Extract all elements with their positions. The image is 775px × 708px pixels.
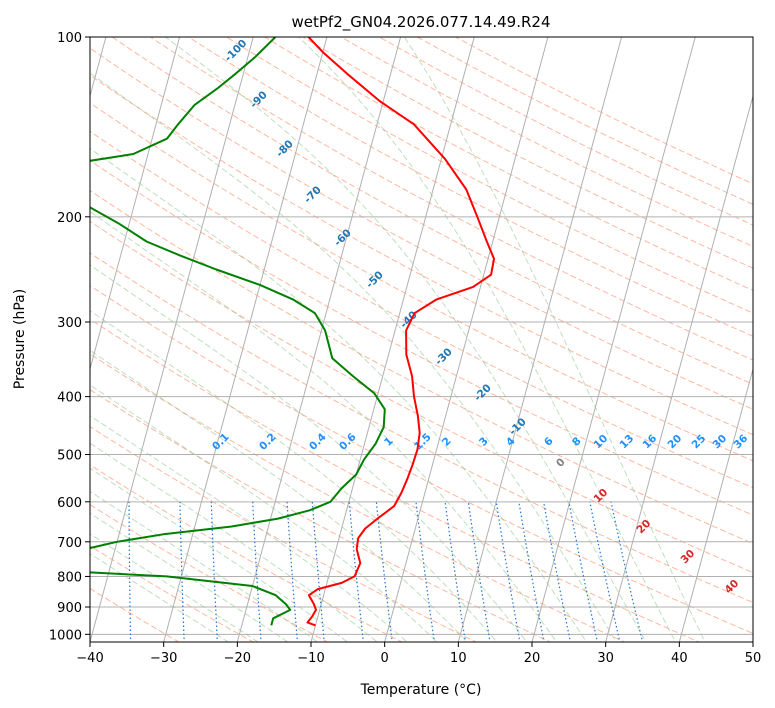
- dry-adiabat: [90, 318, 701, 642]
- mixing-ratio-line: [495, 501, 521, 642]
- x-tick-label: 30: [597, 651, 614, 666]
- dry-adiabat: [90, 587, 180, 642]
- moist-adiabat: [90, 490, 319, 642]
- y-tick-label: 1000: [49, 628, 82, 643]
- isotherm: [310, 37, 475, 642]
- dry-adiabat: [90, 47, 753, 410]
- dry-adiabat: [90, 353, 626, 642]
- mixing-ratio-line: [467, 501, 491, 642]
- isotherm: [90, 37, 181, 371]
- x-tick-label: −30: [150, 651, 177, 666]
- dry-adiabat: [111, 37, 753, 385]
- chart-title: wetPf2_GN04.2026.077.14.49.R24: [291, 13, 550, 32]
- axis-ticks: −40 −30 −20 −10 0 10 20 30 40 50 100 200 300 400 500 60…: [49, 31, 761, 666]
- mixing-ratio-line: [518, 501, 545, 642]
- dry-adiabat: [187, 37, 753, 337]
- y-tick-label: 500: [57, 449, 82, 464]
- plot-frame: [89, 36, 754, 643]
- dry-adiabat: [90, 389, 552, 642]
- temperature-line: [306, 37, 495, 627]
- dry-adiabat: [263, 37, 753, 291]
- y-tick-label: 800: [57, 570, 82, 585]
- data-layer: [90, 37, 495, 627]
- isotherm: [752, 640, 753, 642]
- x-tick-label: 40: [671, 651, 688, 666]
- isotherm: [163, 37, 328, 642]
- y-tick-label: 900: [57, 601, 82, 616]
- y-tick-label: 400: [57, 391, 82, 406]
- y-tick-label: 100: [57, 31, 82, 46]
- moist-adiabat: [90, 310, 498, 642]
- moist-adiabat: [90, 210, 558, 642]
- moist-adiabat: [298, 37, 676, 642]
- x-tick-label: 50: [745, 651, 762, 666]
- dewpoint-line: [90, 37, 386, 626]
- y-tick-label: 600: [57, 496, 82, 511]
- y-axis-label: Pressure (hPa): [12, 289, 28, 389]
- dry-adiabat: [90, 102, 753, 462]
- moist-adiabat: [90, 349, 468, 642]
- moist-adiabat: [165, 37, 647, 642]
- y-tick-label: 200: [57, 211, 82, 226]
- x-tick-label: 10: [450, 651, 467, 666]
- moist-adiabat: [403, 37, 706, 642]
- plot-background: [90, 37, 753, 642]
- dry-adiabat: [90, 74, 753, 436]
- mixing-ratio-line: [568, 501, 599, 642]
- isotherm: [457, 37, 623, 642]
- grid-layer: [90, 37, 753, 642]
- moist-adiabat: [90, 264, 528, 642]
- mixing-ratio-line: [610, 501, 644, 642]
- moist-adiabat: [90, 72, 617, 642]
- x-tick-label: −40: [76, 651, 103, 666]
- x-tick-label: −20: [224, 651, 251, 666]
- x-axis-label: Temperature (°C): [360, 682, 482, 698]
- dry-adiabat: [90, 159, 753, 516]
- dry-adiabat: [90, 545, 255, 642]
- dry-adiabat: [90, 220, 753, 574]
- moist-adiabat: [90, 512, 289, 642]
- dry-adiabat: [90, 285, 753, 634]
- y-tick-label: 300: [57, 316, 82, 331]
- dry-adiabat: [90, 189, 753, 545]
- moist-adiabat: [90, 533, 259, 642]
- isotherm: [605, 94, 753, 642]
- isotherm: [236, 37, 402, 642]
- x-tick-label: 0: [381, 651, 389, 666]
- moist-adiabat: [90, 442, 378, 642]
- dry-adiabat: [90, 426, 478, 642]
- y-tick-label: 700: [57, 536, 82, 551]
- x-tick-label: 20: [524, 651, 541, 666]
- isotherm: [531, 37, 696, 642]
- moist-adiabat: [90, 147, 587, 642]
- dry-adiabat: [90, 252, 753, 604]
- mixing-ratio-line: [589, 501, 621, 642]
- x-tick-label: −10: [297, 651, 324, 666]
- isotherm: [384, 37, 549, 642]
- isotherm: [678, 367, 753, 642]
- mixing-ratio-line: [543, 501, 572, 642]
